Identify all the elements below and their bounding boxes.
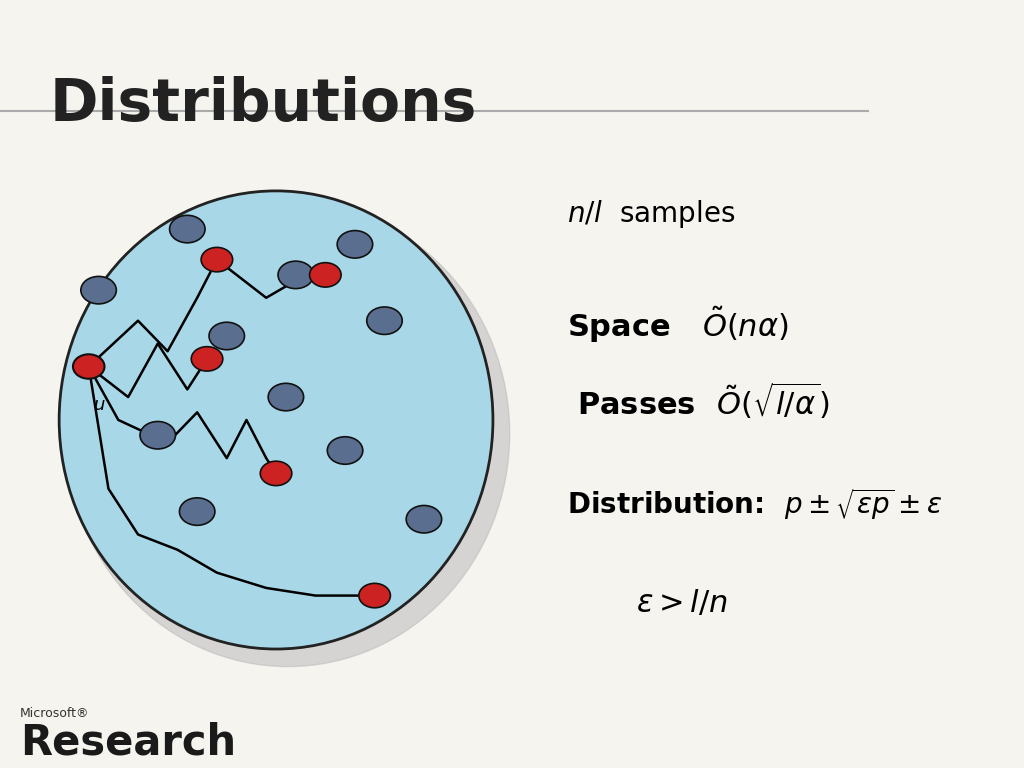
Circle shape [140,422,175,449]
Text: Distribution:  $p \pm \sqrt{\epsilon p} \pm \epsilon$: Distribution: $p \pm \sqrt{\epsilon p} \… [567,486,942,521]
Text: $\epsilon > l/n$: $\epsilon > l/n$ [636,588,728,618]
Circle shape [328,437,362,464]
Text: Research: Research [19,721,236,763]
Text: Space   $\tilde{O}(n\alpha)$: Space $\tilde{O}(n\alpha)$ [567,304,788,345]
Circle shape [260,462,292,485]
Circle shape [407,505,441,533]
Ellipse shape [67,200,510,667]
Circle shape [209,323,245,349]
Circle shape [81,276,117,304]
Circle shape [337,230,373,258]
Circle shape [309,263,341,287]
Circle shape [73,354,104,379]
Text: u: u [93,396,105,413]
Circle shape [268,383,304,411]
Ellipse shape [59,191,493,649]
Text: Microsoft®: Microsoft® [19,707,89,720]
Circle shape [278,261,313,289]
Circle shape [201,247,232,272]
Text: $n/l$  samples: $n/l$ samples [567,198,735,230]
Circle shape [367,307,402,334]
Circle shape [170,215,205,243]
Circle shape [358,584,390,607]
Text: Distributions: Distributions [49,76,476,134]
Text: Passes  $\tilde{O}(\sqrt{l/\alpha})$: Passes $\tilde{O}(\sqrt{l/\alpha})$ [577,380,829,422]
Circle shape [179,498,215,525]
Circle shape [191,346,223,371]
